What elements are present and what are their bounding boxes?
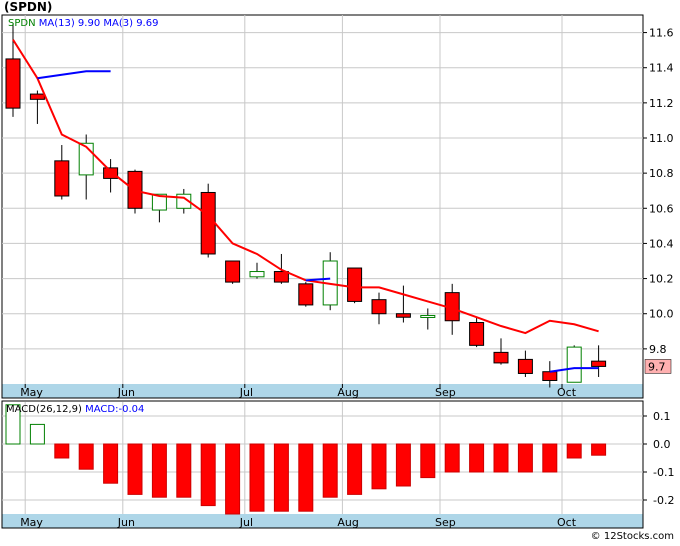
price-y-label: 10.2: [649, 273, 674, 286]
macd-bar: [371, 443, 387, 490]
macd-y-label: 0.1: [653, 410, 671, 423]
candle-body: [200, 191, 216, 255]
macd-date-band: [2, 514, 643, 528]
candle-body: [493, 351, 509, 364]
candle-body: [347, 267, 363, 302]
macd-bar: [591, 443, 607, 456]
macd-bar: [395, 443, 411, 487]
price-y-label: 11.0: [649, 132, 674, 145]
macd-bar: [176, 443, 192, 498]
macd-x-label: Jul: [239, 516, 253, 529]
credit-text: © 12Stocks.com: [590, 531, 674, 542]
candle-body: [29, 93, 45, 100]
candle-body: [5, 58, 21, 109]
macd-bar: [444, 443, 460, 473]
price-y-label: 10.8: [649, 167, 674, 180]
macd-bar: [151, 443, 167, 498]
price-legend: SPDN MA(13) 9.90 MA(3) 9.69: [8, 18, 158, 29]
candle-body: [103, 167, 119, 179]
macd-bar: [298, 443, 314, 512]
candle-body: [273, 271, 289, 283]
price-panel-frame: [1, 14, 644, 399]
candle-body: [469, 322, 485, 346]
macd-legend: MACD(26,12,9) MACD:-0.04: [6, 404, 144, 415]
price-y-label: 11.2: [649, 97, 674, 110]
candle-body: [395, 313, 411, 318]
macd-x-label: Oct: [557, 516, 577, 529]
macd-bar: [566, 443, 582, 459]
price-x-label: Aug: [337, 386, 358, 399]
macd-bar: [273, 443, 289, 512]
price-panel: May Jun Jul Aug Sep Oct 9.8 10.0 10.2 10.4 10.6 10.…: [1, 14, 674, 399]
price-y-label: 9.8: [649, 343, 667, 356]
candle-body: [151, 193, 167, 211]
price-x-label: Oct: [557, 386, 577, 399]
legend-item: SPDN: [8, 18, 36, 29]
candle-body: [298, 283, 314, 306]
candle-body: [591, 360, 607, 367]
legend-item: 9.69: [136, 18, 158, 29]
price-y-label: 10.4: [649, 237, 674, 250]
macd-bar: [322, 443, 338, 498]
price-date-band: [2, 384, 643, 398]
macd-bar: [54, 443, 70, 459]
macd-x-label: Sep: [435, 516, 456, 529]
macd-bar: [493, 443, 509, 473]
candle-body: [420, 314, 436, 318]
last-price-badge: [644, 359, 672, 374]
macd-bar: [542, 443, 558, 473]
macd-bar: [517, 443, 533, 473]
macd-x-label: May: [20, 516, 43, 529]
macd-x-label: Aug: [337, 516, 358, 529]
ma3-line: [305, 277, 331, 282]
candle-body: [249, 271, 265, 278]
macd-bar: [249, 443, 265, 512]
last-price-label: 9.7: [648, 360, 666, 373]
macd-bar: [78, 443, 94, 470]
legend-item: MA(13): [36, 18, 78, 29]
macd-bar: [5, 404, 21, 445]
candle-body: [542, 371, 558, 381]
macd-y-label: 0.0: [653, 438, 671, 451]
price-y-label: 11.4: [649, 62, 674, 75]
price-x-label: Jul: [239, 386, 253, 399]
legend-item: 9.90: [78, 18, 100, 29]
ma3-line: [37, 70, 111, 80]
macd-bar: [347, 443, 363, 495]
macd-y-label: -0.1: [653, 466, 674, 479]
candle-body: [517, 358, 533, 374]
price-y-label: 10.6: [649, 202, 674, 215]
macd-y-label: -0.2: [653, 494, 674, 507]
macd-legend-value: MACD:-0.04: [85, 404, 144, 415]
price-x-label: May: [20, 386, 43, 399]
candle-body: [566, 346, 582, 383]
price-x-label: Sep: [435, 386, 456, 399]
candle-body: [54, 160, 70, 197]
price-x-label: Jun: [117, 386, 135, 399]
macd-bar: [420, 443, 436, 479]
macd-bar: [127, 443, 143, 495]
price-y-label: 10.0: [649, 308, 674, 321]
legend-item: MA(3): [100, 18, 136, 29]
macd-bar: [225, 443, 241, 515]
price-y-label: 11.6: [649, 27, 674, 40]
candle-body: [371, 299, 387, 315]
macd-legend-label: MACD(26,12,9): [6, 404, 85, 415]
macd-bar: [103, 443, 119, 484]
ma3-line: [549, 367, 599, 373]
macd-bar: [29, 423, 45, 445]
macd-bar: [469, 443, 485, 473]
candle-body: [225, 260, 241, 283]
macd-x-label: Jun: [117, 516, 135, 529]
macd-panel: May Jun Jul Aug Sep Oct 0.1 0.0 -0.1 -0.2 MACD(26,…: [1, 400, 674, 529]
macd-bar: [200, 443, 216, 507]
chart-title: (SPDN): [4, 0, 53, 14]
